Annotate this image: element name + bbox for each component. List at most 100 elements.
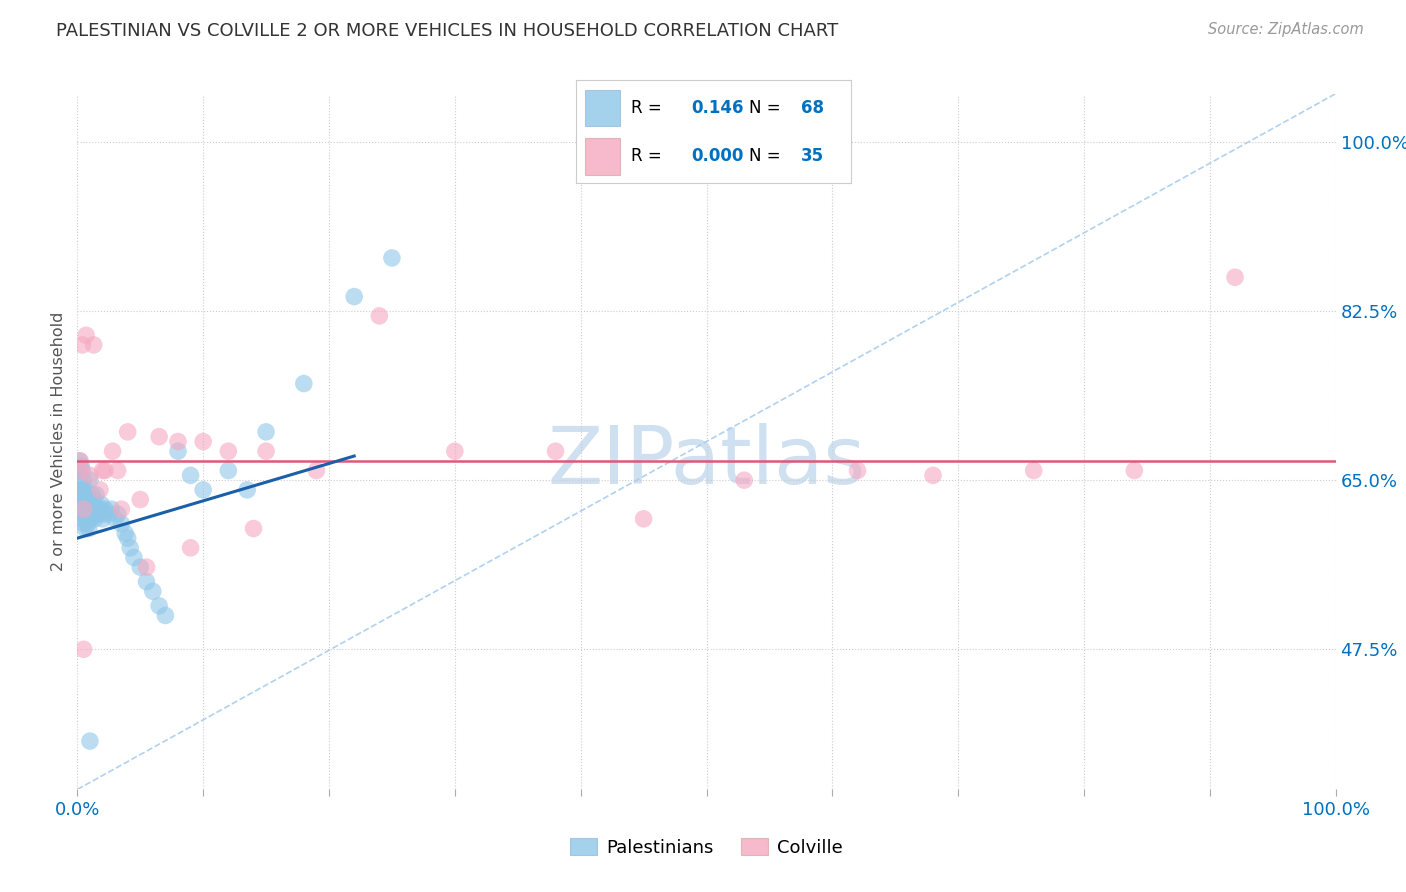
Point: [93, 507, 115, 521]
Point: [236, 483, 259, 497]
Point: [254, 444, 277, 458]
Point: [72, 516, 94, 531]
Point: [72, 512, 94, 526]
Text: Source: ZipAtlas.com: Source: ZipAtlas.com: [1208, 22, 1364, 37]
Point: [129, 492, 152, 507]
Point: [83, 507, 105, 521]
Point: [80, 497, 103, 511]
Text: N =: N =: [749, 147, 780, 165]
Point: [67, 464, 90, 478]
Point: [79, 473, 101, 487]
Point: [167, 444, 190, 458]
Point: [180, 541, 202, 555]
Point: [83, 492, 105, 507]
Point: [101, 444, 124, 458]
Point: [107, 507, 129, 521]
Point: [89, 483, 111, 497]
Point: [142, 584, 165, 599]
Point: [70, 483, 93, 497]
Point: [846, 464, 869, 478]
Point: [180, 468, 202, 483]
Point: [381, 251, 404, 265]
Point: [79, 734, 101, 748]
Text: 35: 35: [801, 147, 824, 165]
Point: [73, 507, 96, 521]
Point: [91, 512, 114, 526]
Point: [73, 521, 96, 535]
Point: [75, 328, 97, 343]
Point: [72, 473, 94, 487]
Point: [1223, 270, 1246, 285]
Point: [155, 608, 177, 623]
Point: [73, 488, 96, 502]
Point: [191, 434, 215, 449]
Text: 68: 68: [801, 99, 824, 117]
Point: [69, 473, 91, 487]
Point: [84, 502, 107, 516]
Point: [544, 444, 567, 458]
Point: [70, 502, 93, 516]
Text: R =: R =: [631, 99, 662, 117]
Point: [72, 488, 94, 502]
Point: [79, 468, 101, 483]
Point: [1123, 464, 1146, 478]
Point: [82, 488, 104, 502]
Y-axis label: 2 or more Vehicles in Household: 2 or more Vehicles in Household: [51, 312, 66, 571]
Point: [292, 376, 315, 391]
Legend: Palestinians, Colville: Palestinians, Colville: [562, 831, 851, 863]
Point: [67, 492, 90, 507]
Point: [79, 492, 101, 507]
Text: R =: R =: [631, 147, 662, 165]
Point: [80, 512, 103, 526]
Point: [129, 560, 152, 574]
Point: [242, 521, 264, 535]
Point: [76, 516, 98, 531]
Point: [84, 512, 107, 526]
Bar: [585, 137, 620, 175]
Point: [76, 502, 98, 516]
Point: [117, 425, 139, 439]
Point: [69, 454, 91, 468]
Point: [217, 444, 239, 458]
Point: [135, 574, 157, 589]
Point: [87, 507, 110, 521]
Point: [90, 497, 112, 511]
Text: PALESTINIAN VS COLVILLE 2 OR MORE VEHICLES IN HOUSEHOLD CORRELATION CHART: PALESTINIAN VS COLVILLE 2 OR MORE VEHICL…: [56, 22, 838, 40]
Point: [75, 512, 97, 526]
Point: [72, 502, 94, 516]
Point: [69, 483, 91, 497]
Point: [70, 458, 93, 473]
Text: 0.146: 0.146: [692, 99, 744, 117]
Point: [135, 560, 157, 574]
Point: [254, 425, 277, 439]
Point: [122, 550, 145, 565]
Point: [86, 502, 108, 516]
Text: N =: N =: [749, 99, 780, 117]
Point: [84, 488, 107, 502]
Point: [305, 464, 328, 478]
Point: [922, 468, 945, 483]
Point: [633, 512, 655, 526]
Point: [167, 434, 190, 449]
Point: [72, 338, 94, 352]
Point: [1022, 464, 1045, 478]
Point: [368, 309, 391, 323]
Point: [110, 516, 132, 531]
Point: [69, 454, 91, 468]
Point: [94, 464, 117, 478]
Point: [104, 512, 127, 526]
Point: [733, 473, 755, 487]
Point: [77, 507, 100, 521]
Point: [110, 502, 132, 516]
Point: [107, 464, 129, 478]
Point: [83, 338, 105, 352]
Point: [120, 541, 142, 555]
Point: [72, 483, 94, 497]
Point: [72, 497, 94, 511]
Point: [77, 521, 100, 535]
Point: [91, 464, 114, 478]
Point: [100, 502, 122, 516]
Point: [72, 642, 94, 657]
Point: [191, 483, 215, 497]
Point: [217, 464, 239, 478]
